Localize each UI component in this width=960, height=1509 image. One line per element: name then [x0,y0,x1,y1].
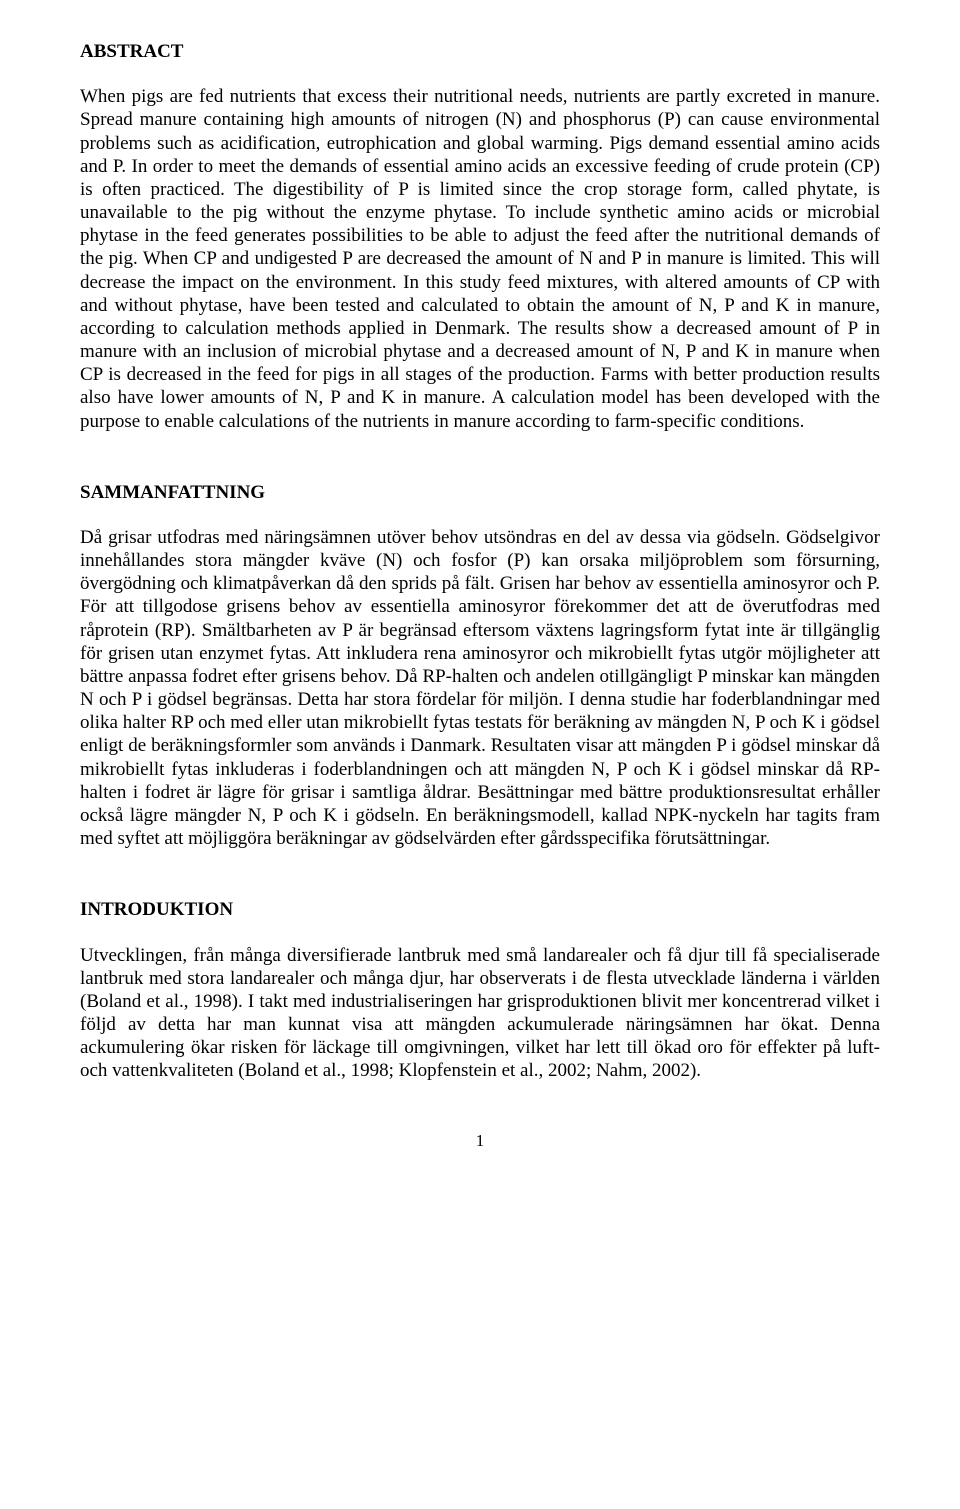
introduktion-heading: INTRODUKTION [80,898,880,921]
sammanfattning-body: Då grisar utfodras med näringsämnen utöv… [80,526,880,850]
introduktion-section: INTRODUKTION Utvecklingen, från många di… [80,898,880,1082]
sammanfattning-heading: SAMMANFATTNING [80,481,880,504]
page-number: 1 [80,1131,880,1152]
abstract-body: When pigs are fed nutrients that excess … [80,85,880,433]
abstract-heading: ABSTRACT [80,40,880,63]
abstract-section: ABSTRACT When pigs are fed nutrients tha… [80,40,880,433]
sammanfattning-section: SAMMANFATTNING Då grisar utfodras med nä… [80,481,880,851]
introduktion-body: Utvecklingen, från många diversifierade … [80,944,880,1083]
